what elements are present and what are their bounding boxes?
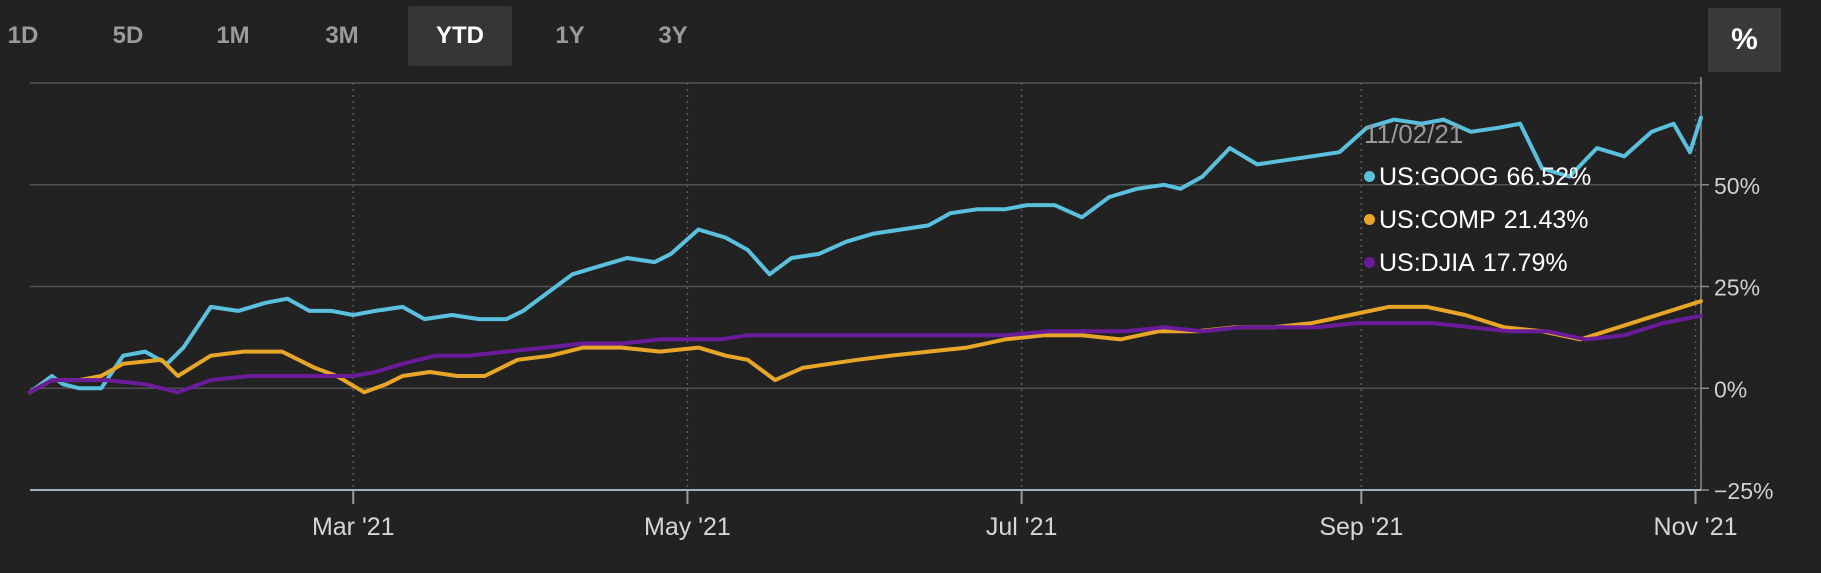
- chart-series: [28, 115, 1703, 395]
- range-tab-3y[interactable]: 3Y: [658, 22, 688, 49]
- range-tab-1m[interactable]: 1M: [216, 22, 250, 49]
- y-tick-label: −25%: [1714, 478, 1773, 504]
- x-tick-label: Jul '21: [986, 513, 1057, 541]
- y-tick-label: 25%: [1714, 275, 1760, 301]
- chart-axes: 50% 25% 0% −25% Mar '21 May '21 Jul '21 Sep '21…: [30, 77, 1773, 541]
- series-line-us-djia: [28, 313, 1703, 395]
- range-tab-1d[interactable]: 1D: [7, 22, 39, 49]
- percent-toggle-button[interactable]: %: [1708, 8, 1781, 72]
- chart-grid: [30, 82, 1701, 490]
- range-selector: 1D 5D 1M 3M YTD 1Y 3Y: [0, 6, 760, 66]
- series-line-us-goog: [28, 115, 1703, 395]
- range-tab-5d[interactable]: 5D: [112, 22, 144, 49]
- x-tick-label: May '21: [644, 513, 731, 541]
- y-tick-label: 0%: [1714, 376, 1747, 402]
- x-tick-label: Nov '21: [1654, 513, 1738, 541]
- series-line-us-comp: [28, 299, 1703, 395]
- range-tab-1y[interactable]: 1Y: [555, 22, 585, 49]
- range-tab-3m[interactable]: 3M: [325, 22, 359, 49]
- x-tick-label: Sep '21: [1319, 513, 1403, 541]
- range-tab-ytd[interactable]: YTD: [408, 6, 512, 66]
- y-tick-label: 50%: [1714, 173, 1760, 199]
- x-tick-label: Mar '21: [312, 513, 395, 541]
